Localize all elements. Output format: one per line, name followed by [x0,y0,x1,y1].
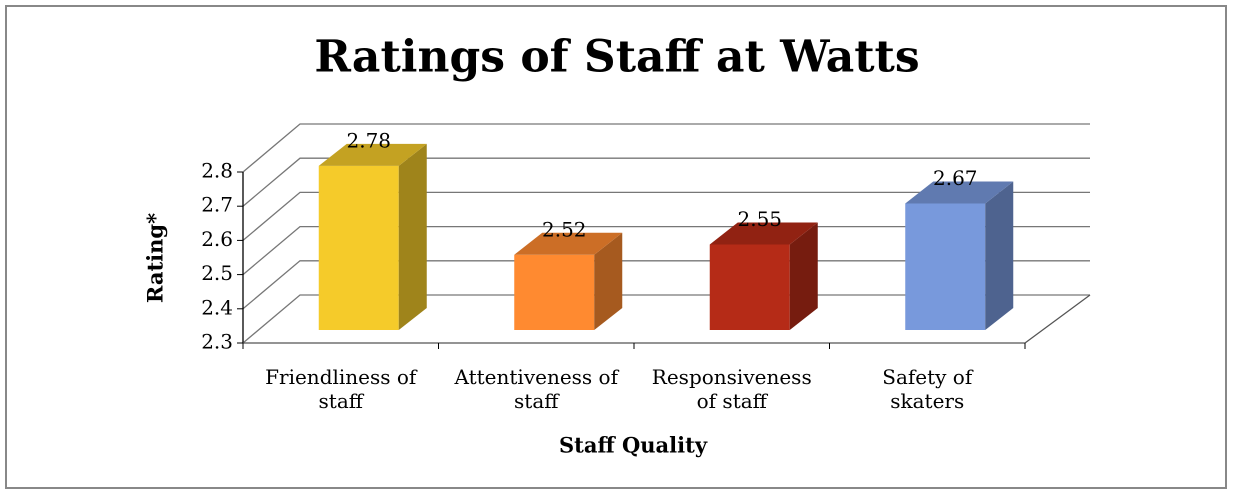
y-tick-label: 2.4 [201,295,233,319]
bar-top [318,143,427,166]
y-tick-label: 2.5 [201,261,233,285]
x-axis-label: Staff Quality [559,433,708,458]
y-tick-label: 2.3 [201,330,233,354]
grid-line [242,191,1090,241]
data-label: 2.67 [933,166,978,190]
data-label: 2.55 [737,207,782,231]
x-tick-label: Responsiveness of staff [651,365,812,413]
grid-line [242,294,1090,344]
x-tick-label: Friendliness of staff [265,365,417,413]
chart-title: Ratings of Staff at Watts [314,32,919,83]
bar-front [709,244,790,330]
y-tick-label: 2.7 [201,193,233,217]
x-tick-label: Attentiveness of staff [454,365,619,413]
data-label: 2.78 [346,128,391,152]
bar-side [789,222,818,330]
y-tick-label: 2.6 [201,227,233,251]
bar-front [318,165,399,330]
grid-line [242,260,1090,310]
bar-side [398,143,427,330]
bar-front [514,254,595,330]
bar-top [905,181,1014,204]
x-tick-label: Safety of skaters [882,365,973,413]
bar-front [905,203,986,330]
data-label: 2.52 [542,217,587,241]
bar-top [709,222,818,245]
grid-line [242,225,1090,276]
bar-side [985,181,1014,330]
grid-line [242,123,1090,173]
y-axis-label: Rating* [143,213,168,303]
bar-side [594,232,623,330]
bar-top [514,232,623,255]
grid-line [242,157,1090,207]
y-tick-label: 2.8 [201,159,233,183]
